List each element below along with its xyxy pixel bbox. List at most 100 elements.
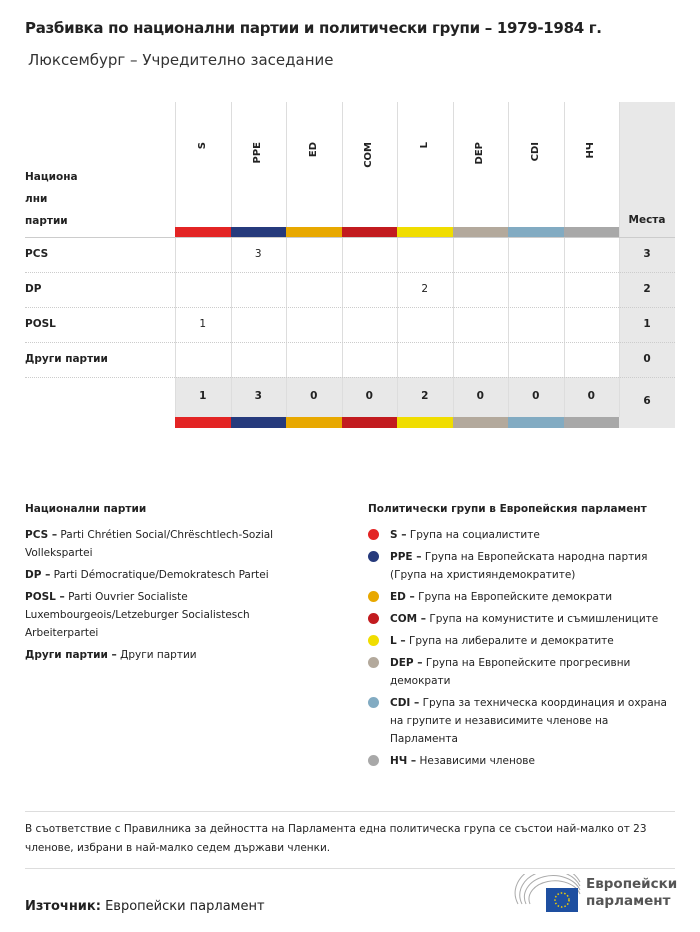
legend-name: Група на Европейската народна партия (Гр…: [390, 551, 648, 581]
group-legend-item: НЧ – Независими членове: [368, 752, 678, 770]
legend-code: S –: [390, 529, 407, 541]
row-header: Национа лни партии: [25, 171, 78, 227]
column-divider: [397, 102, 398, 417]
national-legend-title: Национални партии: [25, 503, 147, 515]
total-header: Места: [628, 214, 666, 226]
source: Източник: Европейски парламент: [25, 899, 265, 914]
national-legend-item: DP – Parti Démocratique/Demokratesch Par…: [25, 566, 325, 584]
seat-value: 2: [421, 283, 429, 295]
row-total: 2: [643, 283, 651, 295]
legend-name: Група за техническа координация и охрана…: [390, 697, 667, 745]
group-total: 1: [199, 390, 207, 402]
column-divider: [230, 102, 232, 417]
group-total: 0: [476, 390, 484, 402]
group-color-bar: [175, 227, 231, 237]
national-legend-item: PCS – Parti Chrétien Social/Chrëschtlech…: [25, 526, 325, 562]
row-party-label: Други партии: [25, 353, 108, 365]
hemicycle-logo-icon: [514, 865, 581, 912]
column-divider: [619, 102, 620, 417]
group-color-bar-bottom: [452, 417, 508, 428]
group-header-S: S: [196, 142, 208, 150]
ep-logo: Европейски парламент: [514, 865, 679, 914]
group-total: 0: [532, 390, 540, 402]
group-total: 2: [421, 390, 429, 402]
column-divider: [341, 102, 343, 417]
legend-name: Група на Европейските прогресивни демокр…: [390, 657, 631, 687]
group-legend-item: COM – Група на комунистите и съмишленици…: [368, 610, 678, 628]
seat-value: 3: [254, 248, 262, 260]
group-color-bar: [563, 227, 619, 237]
grand-total: 6: [643, 395, 651, 407]
column-divider: [563, 102, 565, 417]
group-header-DEP: DEP: [474, 142, 486, 165]
group-color-bar: [230, 227, 286, 237]
group-color-bar-bottom: [397, 417, 453, 428]
group-legend-item: ED – Група на Европейските демократи: [368, 588, 678, 606]
color-dot-icon: [368, 755, 379, 766]
group-header-COM: COM: [363, 142, 375, 168]
groups-legend-title: Политически групи в Европейския парламен…: [368, 503, 647, 515]
legend-name: Parti Chrétien Social/Chrëschtlech-Sozia…: [25, 529, 274, 559]
legend-code: PPE –: [390, 551, 422, 563]
group-header-ED: ED: [307, 142, 319, 158]
color-dot-icon: [368, 613, 379, 624]
header-divider: [25, 237, 675, 238]
legend-code: CDI –: [390, 697, 420, 709]
legend-name: Други партии: [120, 649, 197, 661]
legend-name: Група на социалистите: [409, 529, 540, 541]
legend-code: ED –: [390, 591, 415, 603]
group-color-bar-bottom: [230, 417, 286, 428]
row-divider: [25, 272, 675, 273]
group-legend-item: S – Група на социалистите: [368, 526, 678, 544]
group-total: 0: [587, 390, 595, 402]
seat-value: 1: [199, 318, 207, 330]
row-party-label: DP: [25, 283, 42, 295]
legend-code: Други партии –: [25, 649, 117, 661]
group-color-bar: [341, 227, 397, 237]
column-divider: [175, 102, 176, 417]
row-total: 0: [643, 353, 651, 365]
national-legend-item: POSL – Parti Ouvrier Socialiste Luxembou…: [25, 588, 325, 642]
group-legend-item: L – Група на либералите и демократите: [368, 632, 678, 650]
group-legend-item: PPE – Група на Европейската народна парт…: [368, 548, 678, 584]
row-divider: [25, 342, 675, 343]
group-total: 0: [365, 390, 373, 402]
color-dot-icon: [368, 635, 379, 646]
legend-name: Parti Démocratique/Demokratesch Partei: [53, 569, 269, 581]
source-label: Източник:: [25, 899, 101, 914]
legend-code: DEP –: [390, 657, 423, 669]
logo-line-2: парламент: [586, 893, 671, 909]
group-color-bar: [452, 227, 508, 237]
legend-code: DP –: [25, 569, 51, 581]
source-value: Европейски парламент: [105, 899, 265, 914]
total-column-bg: [619, 102, 675, 428]
column-divider: [508, 102, 509, 417]
row-total: 1: [643, 318, 651, 330]
group-color-bar-bottom: [341, 417, 397, 428]
footnote: В съответствие с Правилника за дейността…: [25, 811, 675, 869]
legend-code: PCS –: [25, 529, 58, 541]
column-divider: [286, 102, 287, 417]
color-dot-icon: [368, 697, 379, 708]
legend-code: POSL –: [25, 591, 65, 603]
page-title: Разбивка по национални партии и политиче…: [25, 19, 602, 37]
group-legend-item: DEP – Група на Европейските прогресивни …: [368, 654, 678, 690]
color-dot-icon: [368, 591, 379, 602]
seats-table: Национа лни партии Места S 1 PPE 3 ED 0 COM 0 L 2 DE…: [25, 102, 675, 428]
group-color-bar-bottom: [508, 417, 564, 428]
row-total: 3: [643, 248, 651, 260]
legend-name: Група на комунистите и съмишлениците: [429, 613, 659, 625]
group-color-bar-bottom: [286, 417, 342, 428]
row-party-label: PCS: [25, 248, 49, 260]
group-header-L: L: [418, 142, 430, 149]
color-dot-icon: [368, 529, 379, 540]
national-parties-legend: Национални партии PCS – Parti Chrétien S…: [25, 500, 325, 668]
groups-legend: Политически групи в Европейския парламен…: [368, 500, 678, 774]
legend-code: L –: [390, 635, 406, 647]
page-subtitle: Люксембург – Учредително заседание: [28, 51, 334, 69]
legend-name: Група на либералите и демократите: [408, 635, 614, 647]
legend-code: НЧ –: [390, 755, 417, 767]
group-legend-item: CDI – Група за техническа координация и …: [368, 694, 678, 748]
group-color-bar: [286, 227, 342, 237]
row-divider: [25, 307, 675, 308]
